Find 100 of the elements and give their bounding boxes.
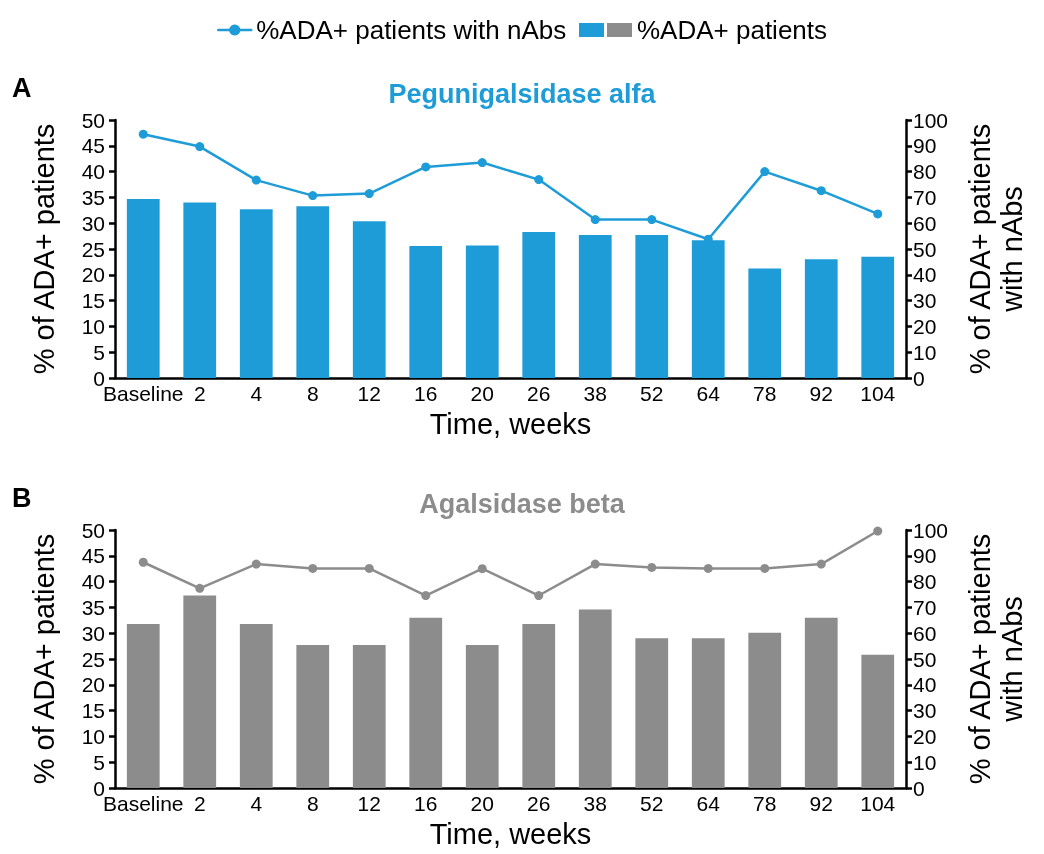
- y2-tick-label: 50: [913, 647, 937, 671]
- point: [251, 559, 261, 569]
- x-tick-label: 4: [250, 792, 263, 815]
- y2-axis-title: % of ADA+ patients with nAbs: [964, 123, 1028, 375]
- bar: [748, 632, 782, 788]
- x-tick-label: 16: [414, 382, 438, 405]
- legend-label: %ADA+ patients with nAbs: [256, 15, 567, 45]
- y-tick-label: 50: [81, 518, 105, 542]
- bar: [352, 645, 386, 788]
- x-tick-label: 4: [250, 382, 263, 405]
- point: [477, 158, 487, 168]
- x-tick-label: 16: [414, 792, 438, 815]
- x-tick-label: 12: [357, 382, 381, 405]
- x-tick-label: 78: [753, 792, 777, 815]
- point: [364, 189, 374, 199]
- y-tick-label: 40: [81, 570, 105, 594]
- y2-tick-label: 60: [913, 621, 937, 645]
- point: [703, 563, 713, 573]
- y2-tick-label: 70: [913, 595, 937, 619]
- bar: [296, 206, 330, 378]
- x-tick-label: 78: [753, 382, 777, 405]
- bar: [409, 245, 443, 378]
- y-tick-label: 25: [81, 647, 105, 671]
- y2-tick-label: 80: [913, 160, 937, 184]
- y-tick-label: 10: [81, 724, 105, 748]
- point: [534, 175, 544, 185]
- point: [816, 186, 826, 196]
- y-tick-label: 25: [81, 237, 105, 261]
- y2-tick-label: 30: [913, 699, 937, 723]
- bar: [861, 654, 895, 788]
- point: [308, 191, 318, 201]
- point: [308, 563, 318, 573]
- legend-label: %ADA+ patients: [636, 15, 828, 45]
- text: A: [12, 72, 32, 103]
- y2-tick-label: 40: [913, 673, 937, 697]
- bar: [635, 638, 669, 788]
- point: [138, 129, 148, 139]
- bar: [804, 617, 838, 788]
- y-tick-label: 5: [93, 340, 105, 364]
- y-tick-label: 0: [93, 366, 105, 390]
- y2-tick-label: 100: [913, 518, 949, 542]
- text: B: [12, 482, 32, 513]
- bar: [296, 645, 330, 788]
- bar: [126, 623, 160, 788]
- x-tick-label: 8: [306, 792, 319, 815]
- point: [590, 215, 600, 225]
- y-axis-title: % of ADA+ patients: [28, 123, 60, 375]
- y2-tick-label: 90: [913, 134, 937, 158]
- y2-tick-label: 20: [913, 314, 937, 338]
- y2-tick-label: 80: [913, 570, 937, 594]
- x-tick-label: 20: [470, 792, 494, 815]
- point: [534, 591, 544, 601]
- y-tick-label: 45: [81, 544, 105, 568]
- y-tick-label: 35: [81, 185, 105, 209]
- y2-tick-label: 40: [913, 263, 937, 287]
- point: [760, 563, 770, 573]
- bar: [409, 617, 443, 788]
- x-tick-label: 64: [696, 382, 721, 405]
- point: [816, 559, 826, 569]
- point: [195, 142, 205, 152]
- x-tick-label: 52: [640, 382, 664, 405]
- point: [195, 583, 205, 593]
- bar: [635, 235, 669, 378]
- y2-tick-label: 10: [913, 340, 937, 364]
- bar: [578, 609, 612, 788]
- bar: [578, 235, 612, 378]
- y2-tick-label: 90: [913, 544, 937, 568]
- y2-tick-label: 20: [913, 724, 937, 748]
- y-tick-label: 50: [81, 108, 105, 132]
- x-tick-label: 104: [860, 792, 896, 815]
- bar: [522, 623, 556, 788]
- bar: [183, 202, 217, 378]
- y-axis-title: % of ADA+ patients: [28, 533, 60, 785]
- x-tick-label: 64: [696, 792, 721, 815]
- x-tick-label: 8: [306, 382, 319, 405]
- chart-title: Agalsidase beta: [419, 488, 626, 519]
- x-tick-label: 38: [583, 792, 607, 815]
- chart-title: Pegunigalsidase alfa: [388, 78, 657, 109]
- y2-tick-label: 70: [913, 185, 937, 209]
- y-tick-label: 15: [81, 289, 105, 313]
- point: [647, 562, 657, 572]
- x-axis-title: Time, weeks: [429, 817, 592, 850]
- x-tick-label: 52: [640, 792, 664, 815]
- point: [421, 162, 431, 172]
- point: [760, 167, 770, 177]
- y-tick-label: 5: [93, 750, 105, 774]
- y-tick-label: 0: [93, 776, 105, 800]
- point: [138, 557, 148, 567]
- y2-tick-label: 0: [913, 366, 925, 390]
- y2-tick-label: 60: [913, 211, 937, 235]
- bar: [691, 638, 725, 788]
- y-tick-label: 20: [81, 263, 105, 287]
- x-tick-label: 20: [470, 382, 494, 405]
- x-tick-label: 2: [193, 382, 206, 405]
- x-tick-label: 26: [527, 792, 551, 815]
- y-tick-label: 30: [81, 211, 105, 235]
- y2-tick-label: 100: [913, 108, 949, 132]
- y-tick-label: 35: [81, 595, 105, 619]
- x-tick-label: 38: [583, 382, 607, 405]
- bar: [522, 231, 556, 378]
